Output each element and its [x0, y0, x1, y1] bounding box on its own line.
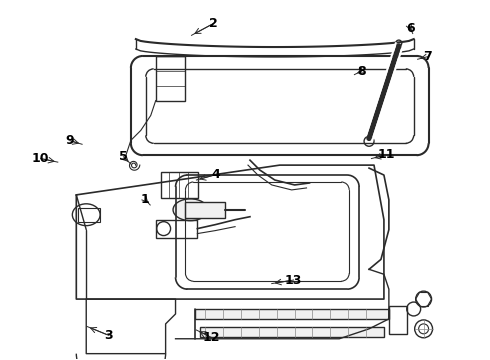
- Bar: [389, 306, 407, 334]
- Text: 1: 1: [141, 193, 150, 206]
- Bar: [200, 327, 384, 337]
- Text: 3: 3: [104, 329, 113, 342]
- Circle shape: [364, 136, 374, 146]
- Text: 8: 8: [357, 64, 366, 77]
- Circle shape: [396, 40, 402, 46]
- Text: 10: 10: [32, 152, 49, 165]
- Text: 7: 7: [423, 50, 432, 63]
- Ellipse shape: [173, 199, 208, 221]
- Bar: [156, 56, 185, 100]
- Text: 4: 4: [212, 168, 220, 181]
- Text: 9: 9: [66, 134, 74, 147]
- Bar: [185, 202, 225, 218]
- Bar: [78, 208, 100, 222]
- Text: 2: 2: [209, 17, 218, 30]
- Text: 5: 5: [119, 150, 128, 163]
- Bar: [196, 309, 389, 319]
- Text: 6: 6: [406, 22, 415, 35]
- Text: 13: 13: [285, 274, 302, 287]
- Text: 11: 11: [377, 148, 395, 162]
- Bar: [161, 172, 198, 198]
- Text: 12: 12: [202, 331, 220, 344]
- Bar: [156, 220, 197, 238]
